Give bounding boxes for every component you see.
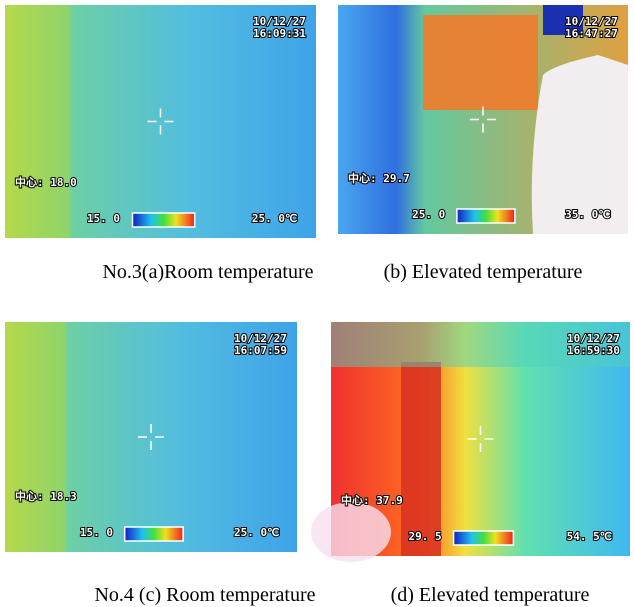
crosshair: [467, 426, 494, 452]
date-stamp: 10/12/27: [253, 15, 306, 28]
hot-region: [531, 55, 628, 234]
center-reading: 中心: 29.7: [348, 171, 410, 185]
scale-min: 29. 5: [409, 530, 442, 543]
date-stamp: 10/12/27: [565, 15, 618, 28]
date-stamp: 10/12/27: [234, 332, 287, 345]
caption: (b) Elevated temperature: [384, 261, 583, 283]
caption: No.3(a)Room temperature: [102, 261, 313, 283]
scale-max: 25. 0℃: [252, 212, 297, 225]
time-stamp: 16:07:59: [234, 344, 287, 357]
crosshair: [147, 108, 174, 135]
center-reading: 中心: 37.9: [341, 493, 403, 507]
hot-region: [401, 362, 441, 556]
scale-max: 35. 0℃: [565, 208, 610, 221]
center-reading: 中心: 18.3: [15, 489, 77, 503]
image-background: [5, 322, 297, 552]
image-background: [5, 5, 316, 238]
time-stamp: 16:09:31: [253, 27, 306, 40]
time-stamp: 16:59:30: [567, 344, 620, 357]
hot-region: [423, 15, 538, 110]
color-scale-bar: [131, 212, 196, 228]
scale-min: 25. 0: [412, 208, 445, 221]
color-scale-bar: [456, 208, 516, 224]
caption: No.4 (c) Room temperature: [94, 584, 315, 606]
color-scale-bar: [123, 526, 184, 542]
scale-min: 15. 0: [80, 526, 113, 539]
center-reading: 中心: 18.0: [15, 175, 77, 189]
crosshair: [470, 106, 496, 133]
caption: (d) Elevated temperature: [391, 584, 590, 606]
warm-region: [331, 322, 630, 367]
crosshair: [138, 424, 164, 450]
cold-region: [543, 5, 583, 35]
scale-min: 15. 0: [87, 212, 120, 225]
scale-max: 54. 5℃: [567, 530, 612, 543]
hot-spot: [311, 502, 391, 562]
time-stamp: 16:47:27: [565, 27, 618, 40]
scale-max: 25. 0℃: [234, 526, 279, 539]
date-stamp: 10/12/27: [567, 332, 620, 345]
color-scale-bar: [452, 530, 515, 546]
